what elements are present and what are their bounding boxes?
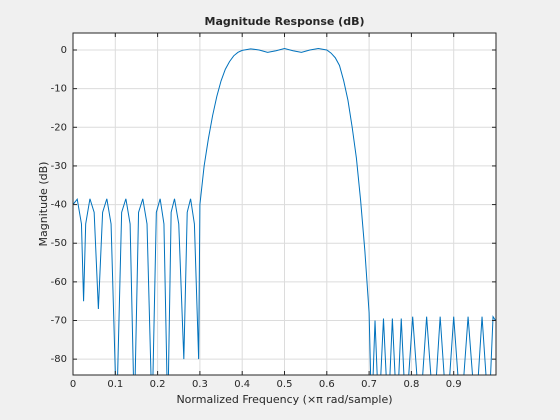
x-tick-label: 0.8 — [403, 379, 419, 390]
y-tick-label: -80 — [51, 354, 67, 365]
x-tick-label: 0.1 — [107, 379, 123, 390]
y-tick-label: -20 — [51, 122, 67, 133]
x-tick-label: 0.7 — [361, 379, 377, 390]
x-tick-label: 0.6 — [319, 379, 335, 390]
y-tick-label: -50 — [51, 238, 67, 249]
y-tick-label: -10 — [51, 84, 67, 95]
grid — [72, 33, 496, 375]
y-tick-label: 0 — [61, 45, 67, 56]
x-tick-label: 0.9 — [446, 379, 462, 390]
x-tick-label: 0.4 — [234, 379, 250, 390]
y-tick-label: -60 — [51, 277, 67, 288]
chart-title: Magnitude Response (dB) — [205, 15, 365, 28]
x-tick-label: 0 — [70, 379, 76, 390]
y-tick-label: -70 — [51, 316, 67, 327]
x-tick-label: 0.5 — [277, 379, 293, 390]
x-axis-label: Normalized Frequency (×π rad/sample) — [176, 393, 392, 406]
x-tick-label: 0.3 — [192, 379, 208, 390]
response-line — [73, 47, 496, 375]
y-tick-label: -40 — [51, 200, 67, 211]
y-tick-label: -30 — [51, 161, 67, 172]
x-tick-label: 0.2 — [150, 379, 166, 390]
lines — [73, 47, 496, 375]
y-axis-label: Magnitude (dB) — [37, 162, 50, 247]
